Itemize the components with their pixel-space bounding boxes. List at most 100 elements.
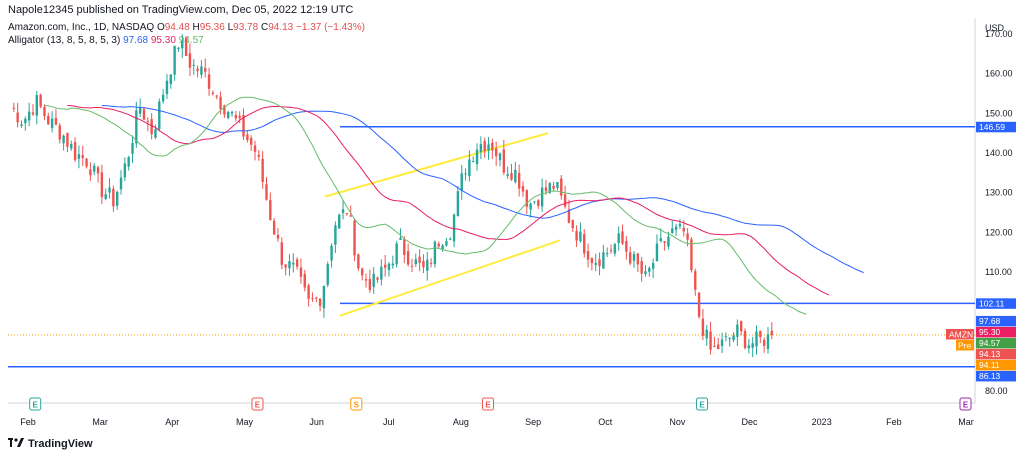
candle-body [196,68,199,72]
candle-body [678,224,682,227]
candle-body [460,173,463,191]
y-tick-label: 140.00 [985,148,1013,158]
candle-body [315,297,318,299]
time-axis: Feb Mar Apr May Jun Jul Aug Sep Oct Nov Dec 2023 Feb… [20,417,974,427]
x-tick-label: Jul [383,417,395,427]
candle-body [322,285,326,309]
candle-body [410,265,414,267]
event-marker-box [959,397,972,411]
candle-body [567,209,571,223]
candle-body [426,259,429,271]
candle-body [146,120,150,122]
alligator-teeth-value: 95.30 [150,35,176,46]
candle-body [119,177,123,190]
candle-body [47,116,50,125]
candle-body [728,337,731,339]
candle-body [24,118,27,124]
price-axis: USD 80.00 110.00 120.00 130.00 140.00 150.00 16… [985,23,1013,396]
event-marker-label: E [33,401,39,410]
footer-brand: TradingView [8,438,93,450]
candle-body [207,74,211,89]
event-marker-label: S [354,401,360,410]
x-tick-label: Jun [309,417,324,427]
candle-body [16,112,19,123]
candle-body [571,220,574,228]
candle-body [62,135,65,144]
candle-body [586,251,590,260]
candle-body [682,227,685,232]
candle-body [594,262,597,265]
candle-body [127,157,130,167]
candle-body [475,149,479,165]
candle-body [12,107,16,109]
candle-body [96,167,100,174]
candle-body [510,172,513,180]
candle-body [372,273,375,287]
y-tick-label: 110.00 [985,267,1012,277]
candle-body [368,279,372,290]
candle-body [644,271,647,275]
price-tag-box [976,370,1016,382]
price-tag-box [976,337,1016,349]
candle-body [227,112,230,118]
alligator-lips-value: 94.57 [178,35,204,46]
candle-body [621,231,624,244]
earnings-marker-icon: E [482,397,494,411]
candle-body [272,220,276,235]
symbol-tag-box [946,329,974,340]
candle-body [437,243,440,247]
candle-body [387,263,391,270]
candle-body [376,277,379,280]
candle-body [27,111,31,121]
horizontal-levels [8,126,975,368]
brand-name: TradingView [28,438,93,450]
y-tick-label: 150.00 [985,108,1013,118]
x-tick-label: Mar [92,417,108,427]
ohlc-low: 93.78 [233,22,259,33]
ohlc-low-label: L [227,22,234,33]
candle-body [590,258,594,264]
candle-body [717,344,720,349]
candle-body [303,273,306,288]
price-tags: 146.59 102.11 97.6895.3094.5794.1394.1186.… [946,121,1016,382]
candle-body [50,118,54,128]
x-tick-label: 2023 [812,417,832,427]
candle-body [383,264,387,268]
candle-body [709,331,712,350]
price-tag-box [976,348,1016,360]
candle-body [525,190,529,207]
event-marker-box [482,397,494,411]
candle-body [414,259,417,265]
tradingview-logo-icon [8,438,24,450]
candle-body [261,158,264,182]
earnings-marker-icon: E [29,397,42,411]
y-tick-label: 170.00 [985,29,1013,39]
candle-body [58,125,61,140]
candle-body [418,256,421,263]
candle-body [563,194,567,207]
ohlc-change: −1.37 (−1.43%) [296,22,365,33]
x-tick-label: Dec [742,417,759,427]
candle-body [242,115,245,137]
candle-body [533,201,536,203]
candle-body [659,238,662,241]
ohlc-high-label: H [192,22,200,33]
candle-body [651,263,655,269]
candle-body [747,345,751,349]
event-marker-label: E [963,401,969,410]
x-tick-label: Sep [525,417,541,427]
candle-body [452,214,456,242]
candle-body [73,142,77,160]
y-tick-label: 120.00 [985,227,1013,237]
candle-body [732,335,735,341]
candle-body [720,339,724,346]
candle-body [713,345,716,347]
candle-body [100,172,104,198]
candle-body [200,66,203,75]
candle-body [743,330,747,349]
y-tick-label: 80.00 [985,386,1008,396]
candle-body [360,268,364,276]
candle-body [770,330,774,336]
